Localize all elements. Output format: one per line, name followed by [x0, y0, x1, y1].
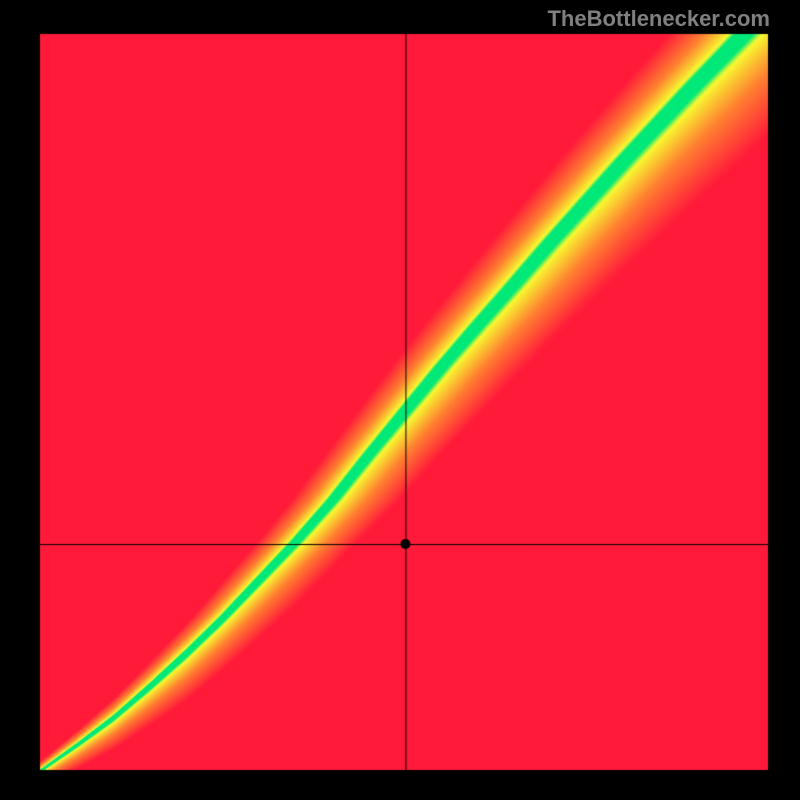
attribution-label: TheBottlenecker.com: [547, 6, 770, 32]
bottleneck-heatmap: [0, 0, 800, 800]
